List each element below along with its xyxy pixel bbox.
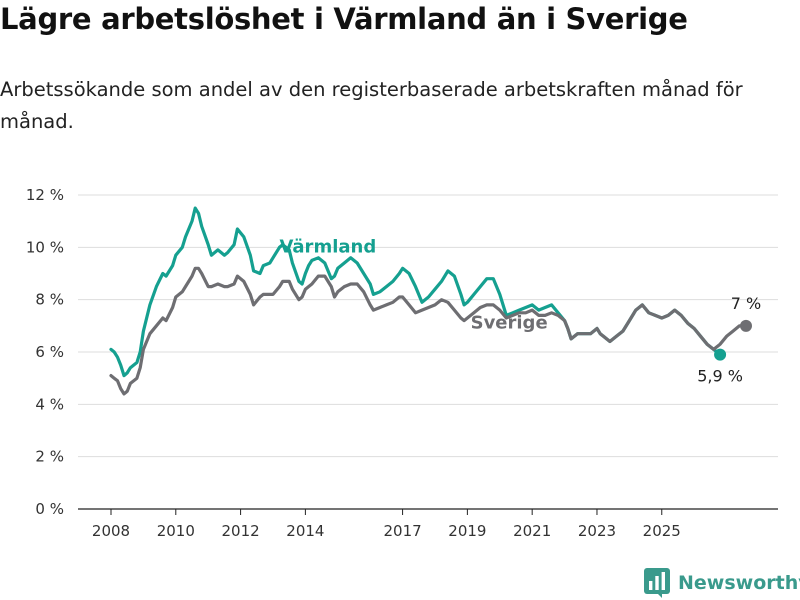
y-axis: 0 % 2 % 4 % 6 % 8 % 10 % 12 % xyxy=(26,186,64,518)
x-tick-label: 2023 xyxy=(578,522,616,540)
page-title: Lägre arbetslöshet i Värmland än i Sveri… xyxy=(0,2,688,36)
end-point-varmland xyxy=(714,348,727,361)
page-subtitle: Arbetssökande som andel av den registerb… xyxy=(0,78,743,133)
newsworthy-logo-icon xyxy=(644,568,670,598)
series-label-varmland: Värmland xyxy=(279,237,376,258)
newsworthy-brand: Newsworthy xyxy=(644,566,800,600)
end-value-label-varmland: 5,9 % xyxy=(697,367,743,386)
y-tick-label: 8 % xyxy=(35,291,64,309)
brand-name: Newsworthy xyxy=(678,572,800,594)
line-chart: 0 % 2 % 4 % 6 % 8 % 10 % 12 % 2008 2010 2012 2014… xyxy=(26,186,778,540)
x-tick-label: 2019 xyxy=(448,522,486,540)
y-tick-label: 12 % xyxy=(26,186,64,204)
y-tick-label: 2 % xyxy=(35,448,64,466)
x-tick-label: 2008 xyxy=(92,522,130,540)
y-tick-label: 6 % xyxy=(35,343,64,361)
end-value-label-sverige: 7 % xyxy=(731,294,761,313)
series-labels: Värmland Sverige 7 % 5,9 % xyxy=(279,237,761,386)
x-tick-label: 2021 xyxy=(513,522,551,540)
series-label-sverige: Sverige xyxy=(471,312,548,333)
x-tick-label: 2010 xyxy=(157,522,195,540)
x-axis: 2008 2010 2012 2014 2017 2019 2021 2023 2025 xyxy=(92,509,681,540)
x-tick-label: 2017 xyxy=(383,522,421,540)
y-tick-label: 4 % xyxy=(35,395,64,413)
y-tick-label: 10 % xyxy=(26,238,64,256)
x-tick-label: 2025 xyxy=(643,522,681,540)
end-point-sverige xyxy=(740,319,752,332)
series-lines xyxy=(109,206,752,396)
x-tick-label: 2012 xyxy=(221,522,259,540)
x-tick-label: 2014 xyxy=(286,522,324,540)
series-line-sverige xyxy=(109,266,748,396)
series-line-varmland xyxy=(109,206,722,378)
y-tick-label: 0 % xyxy=(35,500,64,518)
